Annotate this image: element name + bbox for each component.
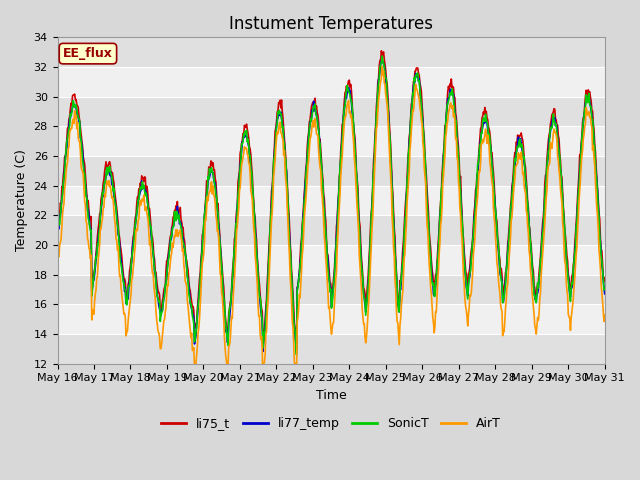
Y-axis label: Temperature (C): Temperature (C): [15, 150, 28, 252]
li77_temp: [54, 228, 61, 234]
li75_t: [218, 268, 226, 274]
Bar: [58, 96, 605, 126]
li77_temp: [118, 264, 125, 269]
Bar: [58, 37, 605, 67]
li77_temp: [420, 131, 428, 137]
Bar: [58, 67, 605, 96]
SonicT: [601, 286, 609, 292]
li77_temp: [259, 348, 267, 354]
li77_temp: [378, 57, 386, 63]
li75_t: [246, 144, 253, 150]
li77_temp: [218, 275, 226, 280]
AirT: [389, 226, 397, 232]
SonicT: [389, 204, 397, 210]
Bar: [58, 275, 605, 304]
li75_t: [378, 48, 385, 54]
li75_t: [259, 342, 267, 348]
SonicT: [246, 153, 253, 158]
li75_t: [54, 215, 61, 221]
li77_temp: [389, 204, 397, 209]
Line: SonicT: SonicT: [58, 56, 605, 355]
AirT: [259, 384, 267, 390]
li75_t: [118, 253, 125, 259]
Bar: [58, 216, 605, 245]
Legend: li75_t, li77_temp, SonicT, AirT: li75_t, li77_temp, SonicT, AirT: [156, 412, 506, 435]
X-axis label: Time: Time: [316, 389, 346, 402]
SonicT: [54, 222, 61, 228]
SonicT: [378, 53, 386, 59]
li77_temp: [246, 152, 253, 158]
AirT: [378, 63, 386, 69]
Bar: [58, 245, 605, 275]
AirT: [420, 146, 428, 152]
SonicT: [266, 226, 274, 231]
Bar: [58, 186, 605, 216]
Line: li77_temp: li77_temp: [58, 60, 605, 351]
SonicT: [218, 275, 226, 280]
SonicT: [292, 352, 300, 358]
li75_t: [267, 206, 275, 212]
Title: Instument Temperatures: Instument Temperatures: [229, 15, 433, 33]
li75_t: [420, 127, 428, 133]
Bar: [58, 156, 605, 186]
AirT: [267, 232, 275, 238]
li77_temp: [601, 291, 609, 297]
Line: AirT: AirT: [58, 66, 605, 387]
AirT: [54, 257, 61, 263]
Bar: [58, 334, 605, 364]
AirT: [118, 291, 125, 297]
Bar: [58, 304, 605, 334]
AirT: [218, 294, 226, 300]
Line: li75_t: li75_t: [58, 51, 605, 345]
AirT: [601, 312, 609, 318]
AirT: [246, 161, 253, 167]
Bar: [58, 126, 605, 156]
li77_temp: [267, 216, 275, 222]
li75_t: [389, 192, 397, 198]
SonicT: [420, 129, 428, 134]
Text: EE_flux: EE_flux: [63, 47, 113, 60]
SonicT: [118, 266, 125, 272]
li75_t: [601, 278, 609, 284]
